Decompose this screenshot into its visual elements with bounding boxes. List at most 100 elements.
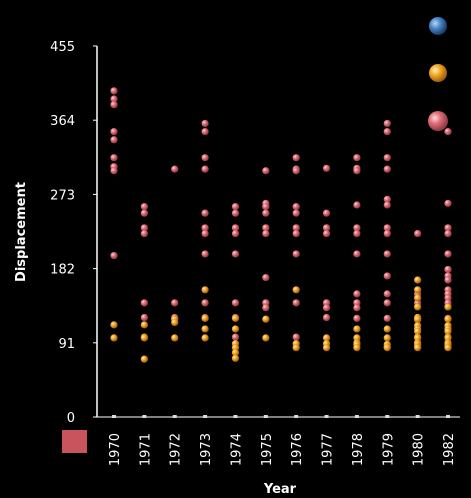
data-point[interactable]: [231, 333, 240, 341]
data-point[interactable]: [262, 334, 270, 342]
data-point[interactable]: [383, 334, 391, 342]
data-point[interactable]: [140, 334, 148, 342]
data-point[interactable]: [353, 250, 361, 258]
data-point[interactable]: [322, 304, 331, 312]
data-point[interactable]: [444, 344, 452, 352]
data-point[interactable]: [110, 128, 118, 136]
data-point[interactable]: [292, 344, 300, 352]
legend-marker-pink[interactable]: [428, 111, 448, 131]
data-point[interactable]: [201, 154, 209, 162]
data-point[interactable]: [444, 250, 452, 258]
data-point[interactable]: [201, 314, 209, 322]
data-point[interactable]: [383, 165, 391, 173]
data-point[interactable]: [262, 273, 270, 282]
data-point[interactable]: [353, 229, 361, 238]
data-point[interactable]: [262, 304, 270, 312]
data-point[interactable]: [231, 325, 240, 333]
data-point[interactable]: [292, 224, 300, 232]
data-point[interactable]: [383, 128, 391, 136]
data-point[interactable]: [110, 251, 118, 260]
data-point[interactable]: [231, 229, 240, 238]
data-point[interactable]: [353, 201, 361, 209]
data-point[interactable]: [140, 224, 148, 232]
data-point[interactable]: [383, 195, 391, 203]
data-point[interactable]: [140, 299, 148, 307]
data-point[interactable]: [414, 344, 422, 352]
data-point[interactable]: [444, 327, 452, 335]
data-point[interactable]: [444, 224, 452, 232]
data-point[interactable]: [140, 209, 148, 217]
data-point[interactable]: [383, 119, 391, 128]
data-point[interactable]: [171, 299, 179, 307]
legend-marker-blue[interactable]: [429, 17, 447, 35]
data-point[interactable]: [231, 314, 240, 322]
data-point[interactable]: [353, 154, 361, 162]
data-point[interactable]: [414, 315, 422, 323]
data-point[interactable]: [231, 348, 240, 357]
data-point[interactable]: [353, 304, 361, 312]
data-point[interactable]: [414, 303, 422, 311]
data-point[interactable]: [383, 229, 391, 238]
data-point[interactable]: [110, 136, 118, 144]
data-point[interactable]: [292, 167, 300, 175]
data-point[interactable]: [444, 199, 452, 207]
legend-marker-orange[interactable]: [429, 64, 447, 82]
data-point[interactable]: [322, 229, 331, 238]
data-point[interactable]: [262, 203, 270, 211]
data-point[interactable]: [140, 321, 148, 329]
data-point[interactable]: [110, 321, 118, 329]
data-point[interactable]: [201, 325, 209, 333]
data-point[interactable]: [444, 128, 452, 136]
data-point[interactable]: [414, 229, 422, 238]
data-point[interactable]: [383, 201, 391, 209]
data-point[interactable]: [201, 224, 209, 232]
data-point[interactable]: [322, 209, 331, 217]
data-point[interactable]: [322, 334, 331, 342]
data-point[interactable]: [110, 334, 118, 342]
data-point[interactable]: [201, 286, 209, 294]
data-point[interactable]: [171, 334, 179, 342]
data-point[interactable]: [292, 229, 300, 238]
data-point[interactable]: [444, 229, 452, 238]
data-point[interactable]: [231, 354, 240, 362]
data-point[interactable]: [231, 209, 240, 217]
data-point[interactable]: [231, 203, 240, 211]
data-point[interactable]: [201, 229, 209, 238]
data-point[interactable]: [262, 315, 270, 323]
data-point[interactable]: [292, 209, 300, 217]
data-point[interactable]: [383, 314, 391, 322]
data-point[interactable]: [414, 276, 422, 284]
data-point[interactable]: [262, 229, 270, 238]
data-point[interactable]: [201, 119, 209, 128]
data-point[interactable]: [322, 344, 331, 352]
data-point[interactable]: [444, 265, 452, 274]
data-point[interactable]: [322, 313, 331, 322]
data-point[interactable]: [353, 344, 361, 352]
color-swatch[interactable]: [62, 430, 87, 453]
data-point[interactable]: [414, 327, 422, 335]
data-point[interactable]: [322, 224, 331, 232]
data-point[interactable]: [383, 154, 391, 162]
data-point[interactable]: [414, 286, 422, 294]
data-point[interactable]: [353, 224, 361, 232]
data-point[interactable]: [110, 87, 118, 95]
data-point[interactable]: [201, 299, 209, 307]
data-point[interactable]: [140, 203, 148, 211]
data-point[interactable]: [292, 203, 300, 211]
data-point[interactable]: [201, 128, 209, 136]
data-point[interactable]: [383, 272, 391, 280]
data-point[interactable]: [262, 224, 270, 232]
data-point[interactable]: [292, 154, 300, 162]
data-point[interactable]: [140, 229, 148, 238]
data-point[interactable]: [414, 294, 422, 302]
data-point[interactable]: [110, 95, 118, 103]
data-point[interactable]: [201, 165, 209, 173]
data-point[interactable]: [353, 290, 361, 298]
data-point[interactable]: [292, 250, 300, 258]
data-point[interactable]: [322, 164, 331, 172]
data-point[interactable]: [201, 209, 209, 217]
data-point[interactable]: [444, 303, 452, 311]
data-point[interactable]: [231, 224, 240, 232]
data-point[interactable]: [353, 314, 361, 322]
data-point[interactable]: [171, 318, 179, 327]
